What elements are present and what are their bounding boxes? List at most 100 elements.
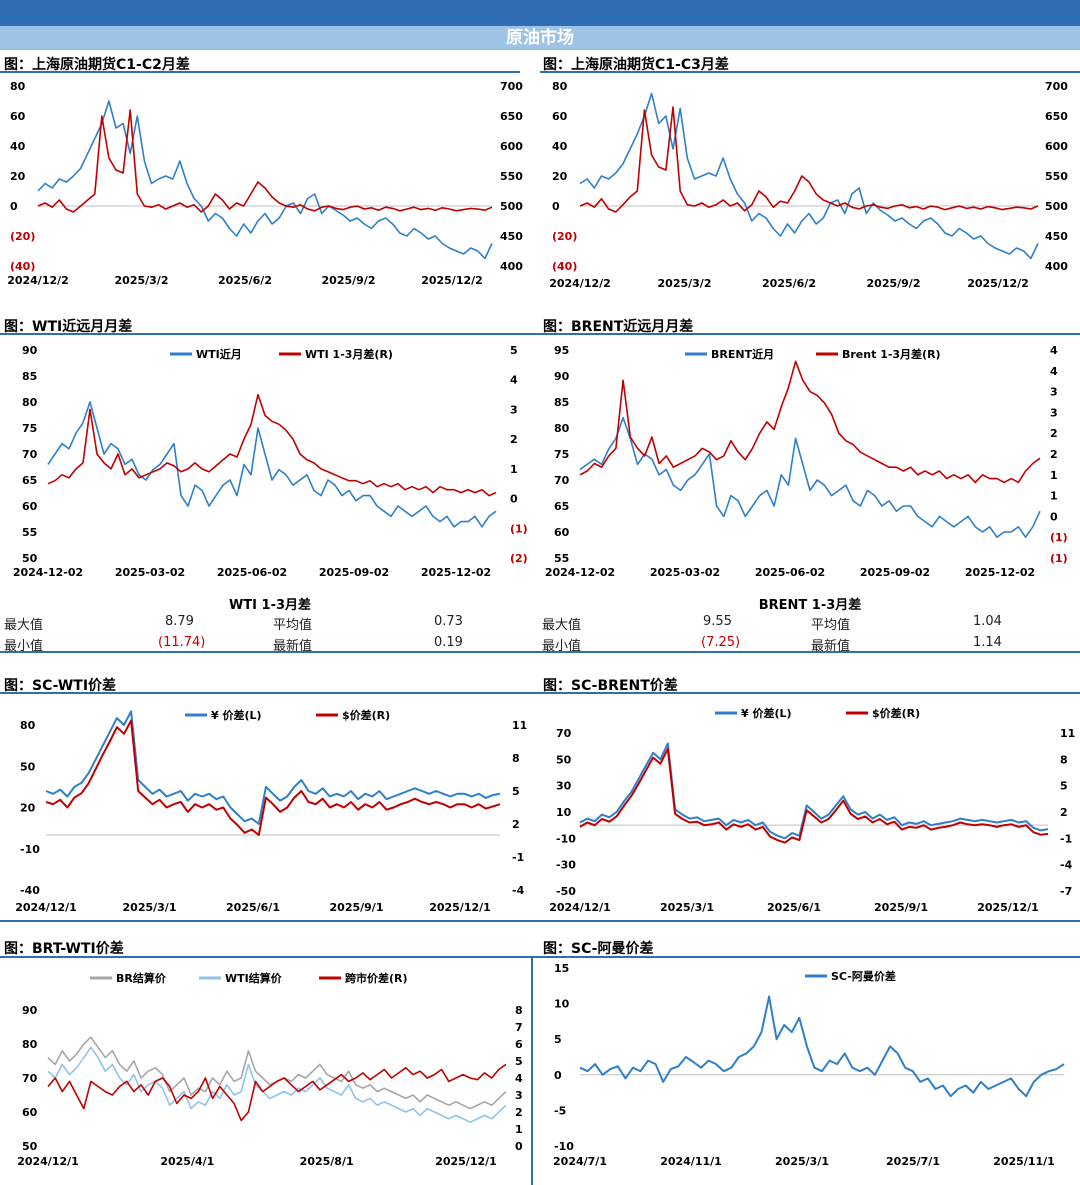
x-axis-tick: 2025/11/1 (993, 1155, 1055, 1168)
right-axis-tick: 4 (515, 1072, 523, 1085)
series-line (579, 742, 1049, 840)
right-axis-tick: 2 (1060, 806, 1068, 819)
brent-latest-label: 最新值 (811, 639, 851, 654)
x-axis-tick: 2024/12/2 (549, 277, 611, 290)
x-axis-tick: 2025/12/2 (967, 277, 1029, 290)
right-axis-tick: 450 (500, 230, 523, 243)
row-divider (0, 651, 1080, 653)
right-axis-tick: 700 (1045, 80, 1068, 93)
legend-label: BRENT近月 (711, 347, 774, 361)
left-axis-tick: 10 (556, 806, 572, 819)
section-banner: 原油市场 (0, 26, 1080, 50)
right-axis-tick: 550 (1045, 170, 1068, 183)
panel-title-brt-wti: 图：BRT-WTI价差 (4, 941, 124, 957)
x-axis-tick: 2025/8/1 (300, 1155, 354, 1168)
x-axis-tick: 2025/12/1 (429, 901, 491, 914)
brent-max-value: 9.55 (703, 614, 732, 629)
x-axis-tick: 2025/9/1 (874, 901, 928, 914)
x-axis-tick: 2025/12/1 (435, 1155, 497, 1168)
right-axis-tick: 5 (1060, 780, 1068, 793)
x-axis-tick: 2024/12/1 (15, 901, 77, 914)
right-axis-tick: (2) (510, 552, 528, 565)
left-axis-tick: 50 (22, 1140, 38, 1153)
legend-label: $价差(R) (872, 706, 920, 720)
right-axis-tick: -4 (1060, 859, 1073, 872)
right-axis-tick: 3 (1050, 406, 1058, 419)
right-axis-tick: 2 (1050, 448, 1058, 461)
x-axis-tick: 2025/6/2 (218, 274, 272, 287)
x-axis-tick: 2024/12/1 (17, 1155, 79, 1168)
series-line (45, 719, 501, 836)
left-axis-tick: 0 (10, 200, 18, 213)
x-axis-tick: 2025/3/1 (775, 1155, 829, 1168)
row-divider (540, 71, 1080, 73)
series-line (37, 100, 493, 260)
x-axis-tick: 2025/12/1 (977, 901, 1039, 914)
left-axis-tick: 80 (20, 719, 36, 732)
right-axis-tick: 1 (1050, 490, 1058, 503)
right-axis-tick: 0 (515, 1140, 523, 1153)
left-axis-tick: 80 (554, 422, 570, 435)
left-axis-tick: 10 (554, 998, 570, 1011)
left-axis-tick: -50 (556, 885, 576, 898)
right-axis-tick: 5 (515, 1055, 523, 1068)
right-axis-tick: -7 (1060, 885, 1072, 898)
left-axis-tick: 80 (22, 396, 38, 409)
x-axis-tick: 2025/12/2 (421, 274, 483, 287)
legend-label: $价差(R) (342, 708, 390, 722)
series-line (579, 106, 1039, 213)
series-line (45, 710, 501, 825)
brent-min-label: 最小值 (542, 639, 582, 654)
series-line (579, 995, 1065, 1098)
x-axis-tick: 2025-09-02 (860, 566, 930, 579)
top-color-bar (0, 0, 1080, 26)
row-divider (0, 71, 520, 73)
left-axis-tick: 60 (10, 110, 26, 123)
left-axis-tick: 70 (22, 1072, 38, 1085)
left-axis-tick: 20 (10, 170, 26, 183)
right-axis-tick: 4 (1050, 344, 1058, 357)
x-axis-tick: 2025/3/1 (660, 901, 714, 914)
right-axis-tick: 2 (1050, 427, 1058, 440)
legend-label: WTI 1-3月差(R) (305, 347, 393, 361)
right-axis-tick: 3 (515, 1089, 523, 1102)
x-axis-tick: 2024-12-02 (545, 566, 615, 579)
panel-title-c1c2: 图：上海原油期货C1-C2月差 (4, 57, 190, 73)
right-axis-tick: (1) (1050, 531, 1068, 544)
right-axis-tick: 400 (1045, 260, 1068, 273)
left-axis-tick: 20 (20, 802, 36, 815)
brent-stats-title: BRENT 1-3月差 (758, 598, 862, 613)
right-axis-tick: 1 (1050, 469, 1058, 482)
chart-sc-brent: 70 50 30 10 -10 -30 -50 11 8 5 2 -1 -4 -7 2024/12/1 202… (549, 706, 1075, 914)
left-axis-tick: 55 (22, 526, 37, 539)
left-axis-tick: (40) (10, 260, 35, 273)
legend-label: 跨市价差(R) (345, 971, 408, 985)
series-line (37, 109, 493, 213)
legend-label: ¥ 价差(L) (741, 706, 792, 720)
series-line (579, 416, 1041, 538)
left-axis-tick: -10 (556, 832, 576, 845)
x-axis-tick: 2025/6/2 (762, 277, 816, 290)
legend-label: WTI结算价 (225, 971, 283, 985)
x-axis-tick: 2025/9/2 (322, 274, 376, 287)
row-divider (0, 333, 1080, 335)
x-axis-tick: 2025/6/1 (226, 901, 280, 914)
left-axis-tick: 80 (552, 80, 568, 93)
left-axis-tick: 60 (552, 110, 568, 123)
wti-latest-value: 0.19 (434, 635, 463, 650)
left-axis-tick: 40 (552, 140, 568, 153)
row-divider (0, 920, 1080, 922)
left-axis-tick: 55 (554, 552, 569, 565)
left-axis-tick: -5 (554, 1104, 566, 1117)
x-axis-tick: 2025-03-02 (650, 566, 720, 579)
right-axis-tick: 5 (510, 344, 518, 357)
right-axis-tick: -4 (512, 884, 525, 897)
left-axis-tick: 50 (22, 552, 38, 565)
left-axis-tick: 75 (22, 422, 37, 435)
left-axis-tick: 70 (22, 448, 38, 461)
x-axis-tick: 2025-03-02 (115, 566, 185, 579)
left-axis-tick: 0 (554, 1069, 562, 1082)
x-axis-tick: 2025/9/1 (330, 901, 384, 914)
wti-max-label: 最大值 (4, 618, 44, 633)
left-axis-tick: 20 (552, 170, 568, 183)
